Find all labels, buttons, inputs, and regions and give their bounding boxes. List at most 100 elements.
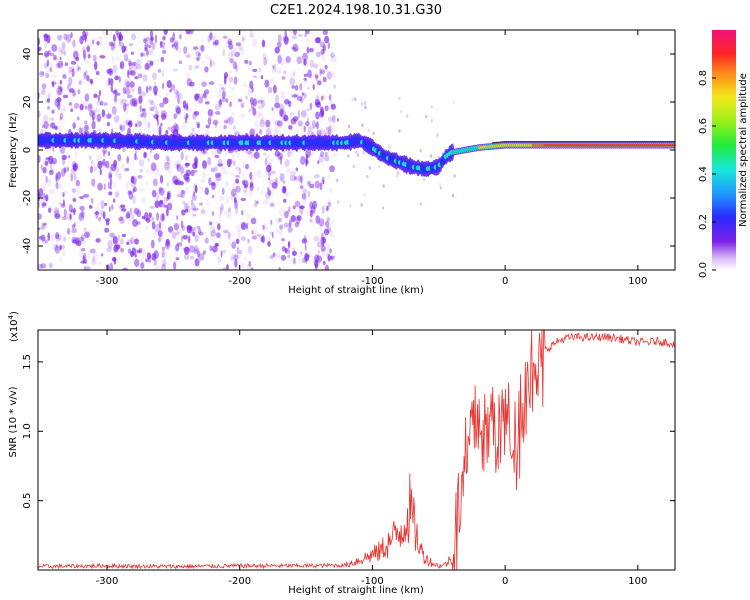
colorbar-tick-label: 0.6 bbox=[698, 118, 709, 134]
spectrogram-noise-speck bbox=[152, 178, 158, 187]
spectrogram-noise-speck bbox=[230, 173, 236, 177]
spectrogram-noise-speck bbox=[235, 224, 241, 233]
spectrogram-noise-speck bbox=[305, 157, 308, 167]
spectrogram-noise-speck bbox=[173, 223, 180, 231]
spectrogram-noise-speck bbox=[91, 39, 95, 45]
spectrogram-noise-speck bbox=[136, 63, 142, 70]
spectrogram-noise-speck bbox=[143, 212, 149, 221]
spectrogram-noise-speck bbox=[119, 124, 123, 131]
spectrogram-noise-speck bbox=[51, 157, 58, 165]
spectrogram-noise-speck bbox=[72, 122, 76, 129]
spectrogram-noise-speck bbox=[115, 30, 119, 36]
spectrogram-noise-speck bbox=[332, 152, 338, 158]
spectrogram-noise-speck bbox=[114, 172, 120, 177]
spectrogram-noise-speck bbox=[222, 97, 225, 103]
spectrogram-noise-speck bbox=[46, 98, 51, 103]
spectrogram-noise-speck bbox=[144, 63, 150, 71]
spectrogram-noise-speck bbox=[162, 35, 166, 41]
spectrogram-noise-speck bbox=[172, 32, 176, 41]
spectrogram-noise-speck bbox=[148, 45, 152, 48]
snr-x-tick-label: -300 bbox=[96, 576, 119, 587]
spectrogram-noise-speck bbox=[109, 262, 114, 270]
spectrogram-noise-speck bbox=[71, 68, 75, 78]
spectrogram-noise-speck bbox=[82, 255, 85, 264]
spectrogram-noise-speck bbox=[141, 109, 144, 116]
spectrogram-noise-speck bbox=[109, 232, 115, 238]
spectrogram-noise-speck bbox=[185, 54, 191, 59]
spectrogram-noise-speck bbox=[118, 173, 122, 180]
spectrogram-noise-speck bbox=[227, 231, 231, 240]
spectrogram-noise-speck bbox=[157, 68, 162, 73]
spectrogram-noise-speck bbox=[180, 220, 184, 229]
spectrogram-noise-speck bbox=[320, 151, 325, 158]
spectrogram-noise-speck bbox=[194, 258, 200, 267]
spectrogram-noise-speck bbox=[265, 127, 272, 136]
spectrogram-noise-speck bbox=[198, 252, 205, 261]
spectrogram-noise-speck bbox=[92, 251, 99, 261]
spectrogram-noise-speck bbox=[228, 116, 234, 125]
spectrogram-noise-speck bbox=[122, 119, 129, 128]
spectrogram-noise-speck bbox=[47, 50, 51, 55]
spectrogram-noise-speck bbox=[259, 99, 264, 105]
spectrogram-noise-speck bbox=[269, 202, 275, 207]
spectrogram-noise-speck bbox=[82, 46, 86, 55]
spectrogram-noise-speck bbox=[134, 152, 137, 161]
spectrogram-noise-speck bbox=[256, 99, 263, 104]
spectrogram-noise-speck bbox=[297, 110, 300, 119]
spectrogram-noise-speck bbox=[59, 112, 64, 120]
spectrogram-noise-speck bbox=[281, 238, 285, 242]
spectrogram-noise-speck bbox=[280, 109, 284, 117]
spectrogram-noise-speck bbox=[325, 156, 330, 162]
spectrogram-noise-speck bbox=[324, 64, 328, 70]
spectrogram-noise-speck bbox=[54, 234, 61, 242]
spectrogram-noise-speck bbox=[267, 86, 273, 94]
spectrogram-noise-speck bbox=[312, 83, 315, 91]
spectrogram-noise-speck bbox=[149, 30, 154, 38]
spectrogram-noise-speck bbox=[264, 157, 268, 166]
snr-x-tick-label: -100 bbox=[361, 576, 384, 587]
spectrogram-noise-speck bbox=[192, 191, 196, 197]
spectrogram-noise-speck bbox=[204, 101, 210, 105]
spectrogram-noise-speck bbox=[47, 106, 50, 110]
spectrogram-noise-speck bbox=[43, 121, 49, 130]
spectrogram-noise-speck bbox=[230, 188, 237, 197]
spectrogram-noise-speck bbox=[84, 258, 88, 265]
spectrogram-noise-speck bbox=[60, 86, 63, 92]
spectrogram-noise-speck bbox=[202, 160, 207, 169]
spectrogram-noise-speck bbox=[247, 238, 250, 244]
spectrogram-noise-speck bbox=[51, 160, 56, 165]
spectrogram-noise-speck bbox=[173, 122, 178, 132]
spectrogram-noise-speck bbox=[75, 240, 82, 247]
spectrogram-noise-speck bbox=[250, 180, 253, 189]
spectrogram-noise-speck bbox=[228, 43, 234, 50]
spectrogram-noise-speck bbox=[131, 213, 135, 220]
spectrogram-noise-speck bbox=[250, 217, 257, 225]
spectrogram-noise-speck bbox=[175, 231, 181, 235]
spectrogram-noise-speck bbox=[116, 32, 120, 38]
spectrogram-noise-speck bbox=[104, 160, 110, 169]
spectrogram-noise-speck bbox=[192, 207, 199, 211]
spectrogram-noise-speck bbox=[330, 124, 336, 134]
spectrogram-noise-speck bbox=[135, 155, 138, 161]
spectrogram-noise-speck bbox=[74, 68, 78, 72]
spectrogram-noise-speck bbox=[223, 124, 227, 130]
spectrogram-noise-speck bbox=[149, 101, 155, 106]
spectrogram-noise-speck bbox=[95, 210, 99, 219]
spectrogram-noise-speck bbox=[254, 119, 259, 128]
spectrogram-noise-speck bbox=[360, 203, 363, 207]
spectrogram-noise-speck bbox=[219, 172, 223, 176]
spectrogram-noise-speck bbox=[271, 64, 275, 71]
spectrogram-noise-speck bbox=[212, 227, 216, 233]
spectrogram-noise-speck bbox=[137, 86, 142, 95]
spectrogram-noise-speck bbox=[322, 94, 327, 99]
spectrogram-noise-speck bbox=[164, 92, 170, 96]
spectrogram-noise-speck bbox=[258, 67, 262, 73]
spectrogram-noise-speck bbox=[60, 145, 65, 155]
snr-series-line bbox=[38, 330, 675, 570]
spectrogram-noise-speck bbox=[275, 217, 281, 224]
spectrogram-noise-speck bbox=[164, 112, 169, 118]
spectrogram-noise-speck bbox=[213, 164, 219, 169]
spectrogram-noise-speck bbox=[211, 181, 216, 191]
spectrogram-noise-speck bbox=[319, 182, 323, 191]
spectrogram-noise-speck bbox=[117, 234, 121, 241]
